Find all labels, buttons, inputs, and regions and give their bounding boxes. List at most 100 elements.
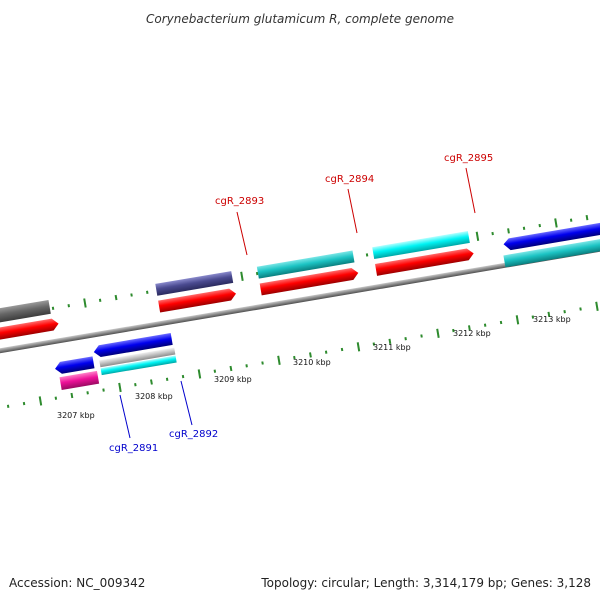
gene-feature-teal[interactable] [503,233,600,268]
tick-mark [585,214,589,221]
tick-mark [563,310,566,314]
tick-mark [245,364,248,368]
gene-feature-red[interactable] [0,318,60,350]
tick-mark [491,231,494,236]
tick-mark [547,311,551,318]
tick-mark [554,218,558,228]
tick-mark [114,294,118,301]
gene-feature-cgR_2893[interactable] [155,271,234,296]
gene-label-leader [465,167,476,214]
tick-mark [67,304,70,308]
tick-mark [404,337,407,341]
tick-mark [595,301,599,311]
tick-mark [118,382,122,393]
tick-mark [83,298,87,308]
gene-label-cgR_2892[interactable]: cgR_2892 [169,429,218,440]
tick-mark [309,352,312,358]
tick-mark [38,396,43,406]
tick-mark [165,377,169,381]
gene-label-leader [180,380,193,426]
gene-feature-red[interactable] [375,247,475,276]
gene-label-leader [119,394,131,439]
gene-feature-cgR_2895[interactable] [372,231,470,260]
tick-mark [70,392,74,399]
scale-label: 3210 kbp [293,358,331,367]
genome-summary-text: Topology: circular; Length: 3,314,179 bp… [260,576,591,590]
tick-mark [522,226,526,230]
scale-label: 3208 kbp [135,392,173,401]
tick-mark [372,342,376,346]
tick-mark [134,383,137,387]
tick-mark [388,338,392,345]
scale-label: 3212 kbp [453,329,491,338]
tick-mark [468,325,471,331]
scale-label: 3209 kbp [214,375,252,384]
tick-mark [54,396,58,400]
scale-label: 3211 kbp [373,343,411,352]
tick-mark [324,350,328,354]
gene-labels: cgR_2891 cgR_2892 cgR_2893 cgR_2894 cgR_… [109,153,493,454]
tick-mark [507,228,510,234]
scale-label: 3213 kbp [533,315,571,324]
tick-mark [261,361,264,365]
gene-feature-silver[interactable] [99,347,176,368]
gene-feature-blue[interactable] [93,333,173,358]
tick-mark [365,253,369,257]
tick-mark [146,290,149,294]
forward-inner-row [0,247,475,350]
tick-mark [340,347,344,352]
gene-feature-red[interactable] [259,267,360,296]
gene-feature-cgR_2894[interactable] [256,250,355,279]
tick-mark [515,315,520,325]
gene-label-cgR_2894[interactable]: cgR_2894 [325,174,374,185]
tick-mark [356,342,361,352]
gene-label-cgR_2891[interactable]: cgR_2891 [109,443,158,454]
tick-mark [569,218,573,222]
gene-feature-blue[interactable] [54,356,95,374]
gene-feature-cgR_2892[interactable] [100,355,177,376]
tick-mark [579,307,582,311]
tick-mark [531,315,535,319]
gene-label-leader [236,211,248,256]
tick-mark [98,298,102,302]
tick-mark [86,391,89,395]
gene-feature-red[interactable] [158,288,237,313]
tick-mark [483,323,487,327]
tick-mark [277,355,281,365]
tick-mark [499,320,503,325]
tick-mark [51,306,55,310]
map-title: Corynebacterium glutamicum R, complete g… [146,12,454,26]
tick-mark [452,328,455,333]
forward-outer-row [0,231,470,333]
gene-feature-cgR_2891[interactable] [59,370,100,391]
accession-text: Accession: NC_009342 [9,576,145,590]
genome-backbone [0,237,600,363]
gene-label-cgR_2893[interactable]: cgR_2893 [215,196,264,207]
scale-label: 3207 kbp [57,411,95,420]
gene-label-cgR_2895[interactable]: cgR_2895 [444,153,493,164]
tick-mark [102,388,105,392]
scale-labels: 3207 kbp 3208 kbp 3209 kbp 3210 kbp 3211… [57,315,571,420]
tick-mark [213,369,217,373]
forward-edge-features [503,217,600,268]
gene-label-leader [347,188,358,234]
tick-mark [293,355,296,360]
tick-mark [436,328,440,338]
tick-mark [22,401,26,406]
tick-mark [130,293,133,297]
tick-mark [255,271,259,276]
tick-mark [420,334,423,338]
tick-mark [150,379,153,385]
reverse-inner-row [59,347,177,391]
tick-mark [229,365,233,372]
gene-feature-gray[interactable] [0,299,51,333]
tick-mark [197,369,202,379]
tick-mark [538,223,541,228]
tick-mark [475,231,480,241]
tick-mark [181,374,185,379]
gene-feature-blue[interactable] [503,217,600,252]
sequence-track [0,217,600,391]
tick-mark [240,271,244,281]
reverse-outer-row [54,333,173,374]
